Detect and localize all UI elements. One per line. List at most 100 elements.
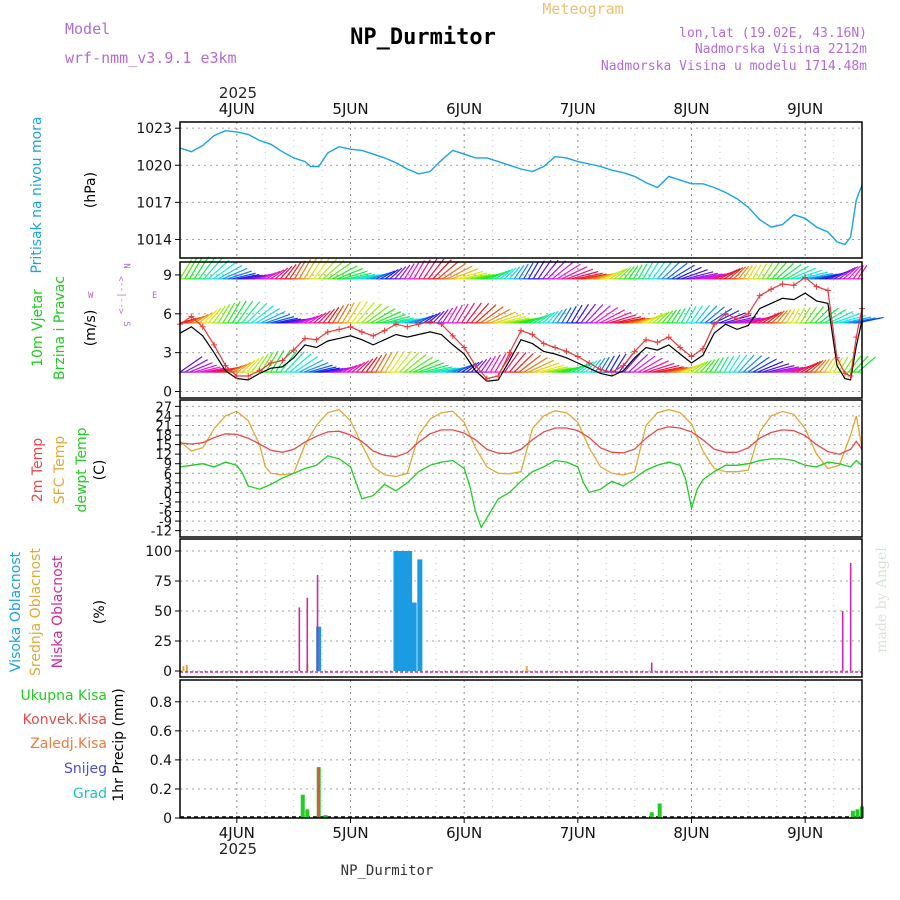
wind-barb — [685, 362, 703, 373]
wind-barb — [785, 308, 796, 324]
wind-barb — [284, 263, 297, 280]
wind-barb — [346, 363, 362, 373]
wind-compass-s: S — [121, 321, 131, 326]
wind-gust-marker — [745, 310, 752, 317]
cloud-high-bar — [407, 551, 413, 671]
wind-barb — [513, 352, 534, 373]
cloud-mid-bar — [182, 666, 185, 671]
wind-gust-marker — [665, 334, 672, 341]
precip-total-bar — [855, 809, 860, 818]
wind-ytick-label: 3 — [163, 346, 172, 362]
chart-subtitle: Meteogram — [542, 0, 623, 18]
wind-barb — [642, 262, 653, 280]
wind-barb — [423, 364, 449, 373]
wind-barb — [384, 350, 399, 373]
wind-barb — [537, 259, 552, 280]
plot-layer: 10141017102010230369-12-9-6-303691215182… — [136, 100, 884, 842]
wind-barb — [346, 272, 372, 280]
wind-barb — [408, 356, 434, 373]
wind-barb — [256, 307, 281, 324]
wind-barb — [437, 309, 449, 324]
wind-barb — [485, 355, 496, 373]
day-label-top: 9JUN — [787, 100, 823, 118]
wind-barb — [384, 268, 399, 280]
wind-gust-marker — [290, 347, 297, 354]
day-label-bottom: 8JUN — [673, 824, 709, 842]
wind-barb — [513, 265, 525, 280]
wind-barb — [805, 360, 821, 373]
precip-total-bar — [850, 810, 855, 818]
wind-gust-marker — [574, 353, 581, 360]
wind-barb — [246, 302, 268, 324]
wind-barb — [551, 261, 574, 280]
wind-barb — [642, 314, 662, 324]
wind-barb — [537, 364, 565, 373]
wind-barb — [399, 264, 411, 280]
wind-barb — [790, 267, 816, 280]
wind-barb — [389, 350, 406, 373]
wind-barb — [456, 303, 469, 324]
temperature-ytick-label: 9 — [164, 458, 172, 473]
bottom-year-label: 2025 — [219, 840, 257, 858]
wind-barb — [738, 265, 750, 280]
wind-gust-marker — [324, 328, 331, 335]
wind-gust-marker — [853, 334, 860, 341]
wind-gust-marker — [358, 328, 365, 335]
day-label-top: 7JUN — [560, 100, 596, 118]
wind-gust-marker — [222, 362, 229, 369]
wind-barb — [361, 303, 382, 324]
wind-barb — [695, 305, 710, 324]
temp-unit: (C) — [92, 460, 108, 481]
wind-barb — [318, 367, 340, 373]
wind-barb — [781, 263, 802, 280]
wind-barb — [570, 304, 583, 324]
wind-barb — [289, 262, 302, 280]
wind-barb — [270, 316, 295, 324]
wind-barb — [356, 360, 370, 373]
wind-barb — [365, 356, 378, 373]
wind-gust-marker — [392, 321, 399, 328]
wind-barb — [213, 262, 237, 280]
wind-barb — [227, 301, 241, 324]
wind-barb — [647, 313, 665, 324]
wind-barb — [274, 349, 291, 373]
wind-barb — [809, 306, 824, 324]
pressure-background — [180, 122, 862, 258]
model-label: Model — [65, 20, 110, 38]
wind-barb — [313, 366, 337, 373]
wind-barb — [833, 357, 843, 373]
wind-barb — [532, 260, 545, 280]
pressure-ytick-label: 1023 — [136, 121, 172, 137]
wind-barb — [423, 313, 438, 324]
wind-barb — [198, 312, 213, 324]
temp-2m-line — [179, 426, 863, 458]
day-label-bottom: 9JUN — [787, 824, 823, 842]
cloud-low-bar — [316, 575, 319, 671]
wind-barb — [308, 257, 324, 280]
wind-barb — [819, 358, 830, 373]
wind-barb — [179, 259, 193, 280]
precip-frame — [179, 679, 863, 819]
wind-barb — [342, 364, 358, 373]
precip-total-bar — [323, 815, 328, 818]
cloud-high-ylabel: Visoka Oblacnost — [8, 551, 24, 672]
cloud-high-bar — [411, 602, 417, 671]
wind-barb — [413, 260, 426, 280]
temperature-ytick-label: 21 — [155, 419, 172, 434]
wind-barb — [561, 307, 572, 324]
wind-barb — [823, 358, 834, 373]
wind-compass-e: E — [152, 291, 157, 301]
wind-barb — [528, 315, 546, 324]
wind-barb — [217, 303, 231, 324]
precip-ytick-label: 0.8 — [150, 695, 172, 711]
wind-gust-marker — [756, 292, 763, 299]
wind-gust-marker — [302, 335, 309, 342]
wind-barb — [719, 312, 746, 324]
wind-barb — [403, 354, 427, 373]
wind-gust-marker — [472, 362, 479, 369]
wind-barb — [351, 361, 366, 373]
wind-barb — [566, 268, 594, 280]
wind-barb — [442, 262, 467, 280]
wind-gust-marker — [608, 369, 615, 376]
wind-barb — [671, 308, 682, 324]
